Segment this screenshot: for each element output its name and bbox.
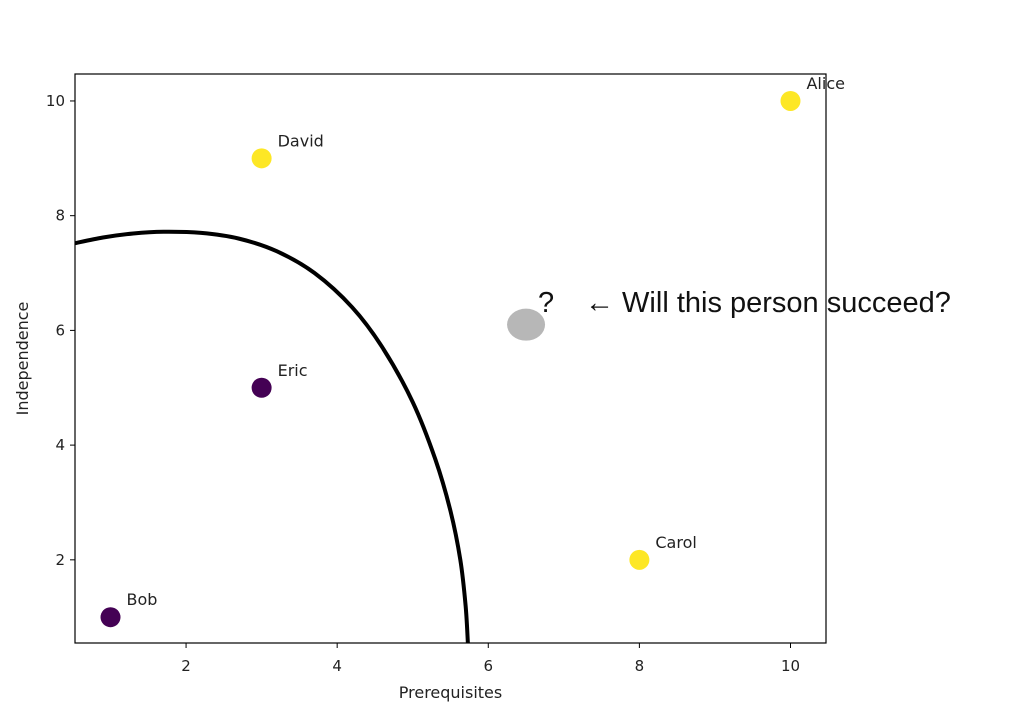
y-tick-label: 6 (55, 321, 65, 339)
x-tick-label: 10 (781, 657, 800, 675)
point-label-carol: Carol (655, 533, 696, 552)
x-tick-label: 6 (484, 657, 494, 675)
y-tick-label: 4 (55, 436, 65, 454)
data-point-alice (780, 90, 801, 111)
query-point (507, 308, 546, 341)
data-point-carol (629, 549, 650, 570)
point-label-eric: Eric (278, 361, 308, 380)
data-point-david (251, 148, 272, 169)
y-tick-label: 2 (55, 551, 65, 569)
y-tick-label: 8 (55, 207, 65, 225)
x-tick-label: 8 (635, 657, 645, 675)
y-tick-label: 10 (46, 92, 65, 110)
decision-boundary-curve (74, 229, 470, 644)
point-label-bob: Bob (127, 590, 158, 609)
x-axis-label: Prerequisites (399, 683, 502, 702)
x-tick-label: 4 (332, 657, 342, 675)
x-tick-label: 2 (181, 657, 191, 675)
data-point-bob (100, 607, 121, 628)
data-point-eric (251, 377, 272, 398)
y-axis-label: Independence (13, 302, 32, 416)
plot-frame (74, 73, 827, 644)
query-question-mark: ? (538, 287, 554, 319)
query-annotation-text: ← Will this person succeed? (585, 287, 951, 319)
point-label-david: David (278, 131, 324, 150)
decision-boundary-layer (74, 229, 470, 644)
ticks-layer: 2 4 6 8 10 2 4 6 8 10 (46, 92, 800, 675)
